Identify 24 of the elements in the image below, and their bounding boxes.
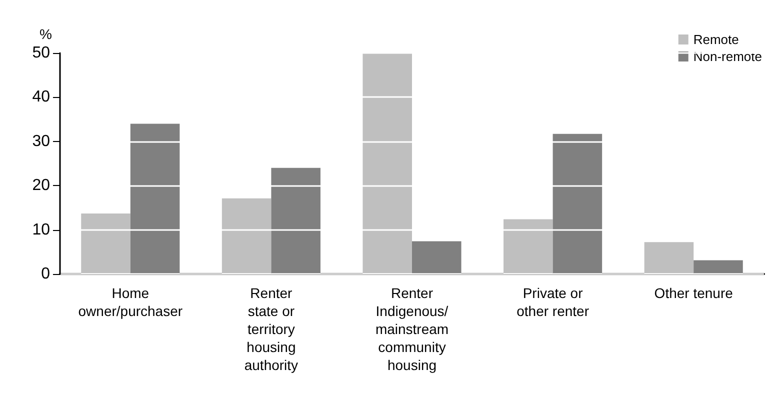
x-tick-label: Other tenure bbox=[654, 285, 734, 301]
bar bbox=[504, 219, 553, 274]
bar bbox=[362, 53, 412, 274]
bar bbox=[412, 241, 462, 274]
bar bbox=[81, 213, 130, 274]
y-tick-label: 0 bbox=[41, 266, 50, 282]
y-axis-title: % bbox=[40, 26, 52, 42]
bar bbox=[130, 124, 180, 274]
legend-label: Non-remote bbox=[693, 49, 762, 64]
x-tick-label: Home owner/purchaser bbox=[78, 285, 183, 319]
bar bbox=[222, 198, 272, 274]
x-tick-label: Renter Indigenous/ mainstream community housing bbox=[375, 285, 449, 373]
y-tick-label: 10 bbox=[32, 221, 50, 238]
bar bbox=[271, 168, 320, 274]
x-tick-label: Renter state or territory housing authority bbox=[244, 285, 298, 373]
y-tick-label: 30 bbox=[32, 132, 50, 150]
bar bbox=[694, 260, 743, 274]
bar bbox=[644, 242, 694, 274]
y-tick-label: 20 bbox=[32, 177, 50, 194]
bar bbox=[552, 134, 602, 274]
legend-label: Remote bbox=[693, 32, 739, 47]
y-tick-label: 40 bbox=[32, 88, 50, 106]
x-tick-label: Private or other renter bbox=[516, 285, 590, 319]
y-tick-label: 50 bbox=[32, 44, 50, 62]
